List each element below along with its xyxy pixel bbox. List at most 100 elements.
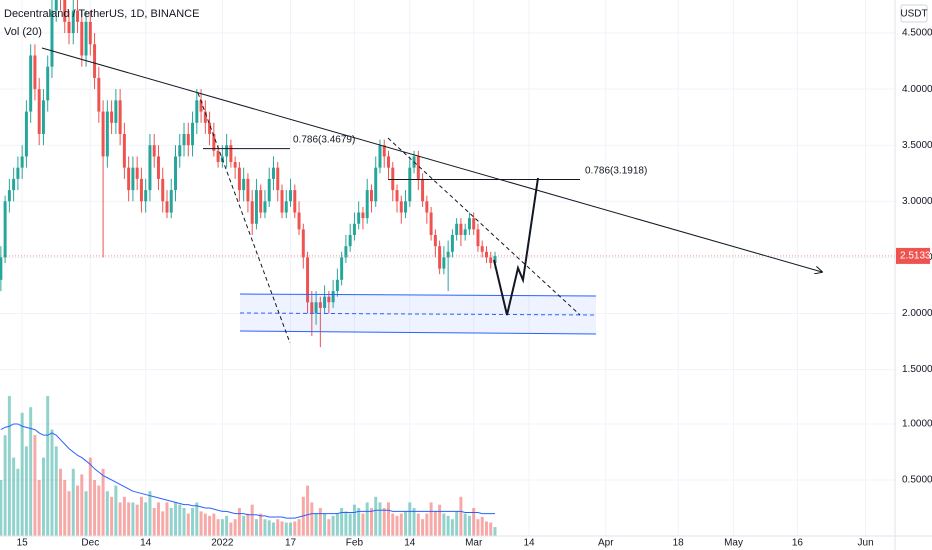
axes: 15 Dec 14 2022 17 Feb 14 Mar 14 Apr 18 May 16 Jun 1.50… [17, 28, 932, 549]
volume-bar [233, 519, 237, 536]
candle-body [110, 111, 114, 123]
volume-bar [450, 519, 454, 536]
volume-bar [335, 513, 339, 536]
volume-bar [186, 513, 190, 536]
candle-body [408, 167, 412, 202]
candle-body [484, 251, 488, 258]
candle-body [97, 77, 101, 112]
x-tick-label: 18 [673, 538, 685, 549]
y-tick-label: 4.0000 [902, 84, 932, 95]
candle-body [335, 279, 339, 292]
candle-body [152, 145, 156, 157]
volume-bar [67, 491, 71, 536]
volume-bar [404, 511, 408, 536]
candle-body [67, 21, 71, 34]
candle-body [246, 178, 250, 202]
x-tick-label: Mar [465, 538, 483, 549]
y-tick-label: 0.5000 [902, 475, 932, 486]
candle-body [493, 255, 497, 264]
x-tick-label: May [724, 538, 743, 549]
volume-bar [276, 519, 280, 536]
volume-bar [178, 504, 182, 536]
volume-bar [203, 513, 207, 536]
volume-bar [212, 513, 216, 536]
candle-body [237, 167, 241, 191]
x-tick-label: 2022 [211, 538, 234, 549]
candle-body [174, 156, 177, 191]
volume-pane [0, 395, 497, 536]
volume-bar [63, 479, 67, 536]
candle-body [50, 10, 54, 67]
volume-bar [463, 513, 467, 536]
candle-body [352, 223, 356, 235]
candle-body [7, 190, 11, 202]
candle-body [148, 145, 152, 191]
trend-line [41, 47, 822, 272]
volume-bar [323, 513, 327, 536]
candle-body [37, 89, 41, 135]
candle-body [118, 100, 122, 135]
candle-body [442, 257, 446, 269]
volume-bar [467, 515, 471, 536]
candle-body [387, 156, 390, 168]
y-tick-label: 3.5000 [902, 140, 932, 151]
candle-body [250, 201, 254, 224]
volume-bar [357, 507, 361, 536]
volume-bar [263, 519, 267, 536]
volume-bar [489, 522, 493, 536]
volume-bar [476, 519, 480, 536]
volume-bar [429, 502, 433, 536]
volume-bar [169, 507, 173, 536]
volume-bar [361, 513, 365, 536]
candle-body [182, 134, 186, 146]
volume-bar [484, 521, 488, 536]
candle-body [455, 223, 459, 235]
volume-bar [369, 507, 373, 536]
candle-body [80, 21, 84, 56]
candle-body [105, 111, 109, 157]
volume-bar [267, 520, 271, 536]
candle-body [195, 100, 199, 123]
candle-body [276, 167, 280, 191]
y-tick-label: 4.5000 [902, 28, 932, 39]
fib-label: 0.786(3.4679) [293, 135, 355, 146]
candle-body [12, 178, 16, 191]
volume-bar [182, 507, 186, 536]
volume-bar [58, 468, 62, 536]
candle-body [284, 201, 288, 213]
volume-bar [122, 496, 126, 536]
candle-body [391, 167, 395, 191]
last-price-label: 2.5133 [900, 251, 931, 262]
candle-body [254, 190, 258, 224]
volume-bar [54, 446, 58, 536]
volume-bar [139, 496, 143, 536]
candle-body [178, 145, 182, 157]
volume-bar [378, 502, 382, 536]
candle-body [489, 257, 493, 264]
volume-bar [348, 513, 352, 536]
volume-bar [46, 395, 50, 536]
volume-bar [433, 511, 437, 536]
candle-body [467, 218, 471, 230]
volume-bar [399, 513, 403, 536]
candle-body [382, 145, 386, 157]
currency-box[interactable] [900, 4, 928, 23]
volume-bar [33, 435, 37, 536]
candle-body [54, 0, 58, 11]
candle-body [259, 190, 263, 213]
candle-body [229, 145, 233, 163]
volume-bar [127, 502, 131, 536]
volume-bar [97, 485, 101, 536]
volume-bar [352, 504, 356, 536]
candle-body [378, 145, 382, 168]
volume-bar [144, 502, 148, 536]
candle-body [399, 201, 403, 213]
x-tick-label: 15 [17, 538, 29, 549]
candle-body [212, 134, 216, 151]
candle-body [0, 257, 3, 280]
candle-body [242, 178, 246, 191]
volume-bar [246, 513, 250, 536]
x-tick-label: Dec [81, 538, 99, 549]
dashed-line [197, 92, 291, 344]
candle-body [404, 201, 408, 213]
